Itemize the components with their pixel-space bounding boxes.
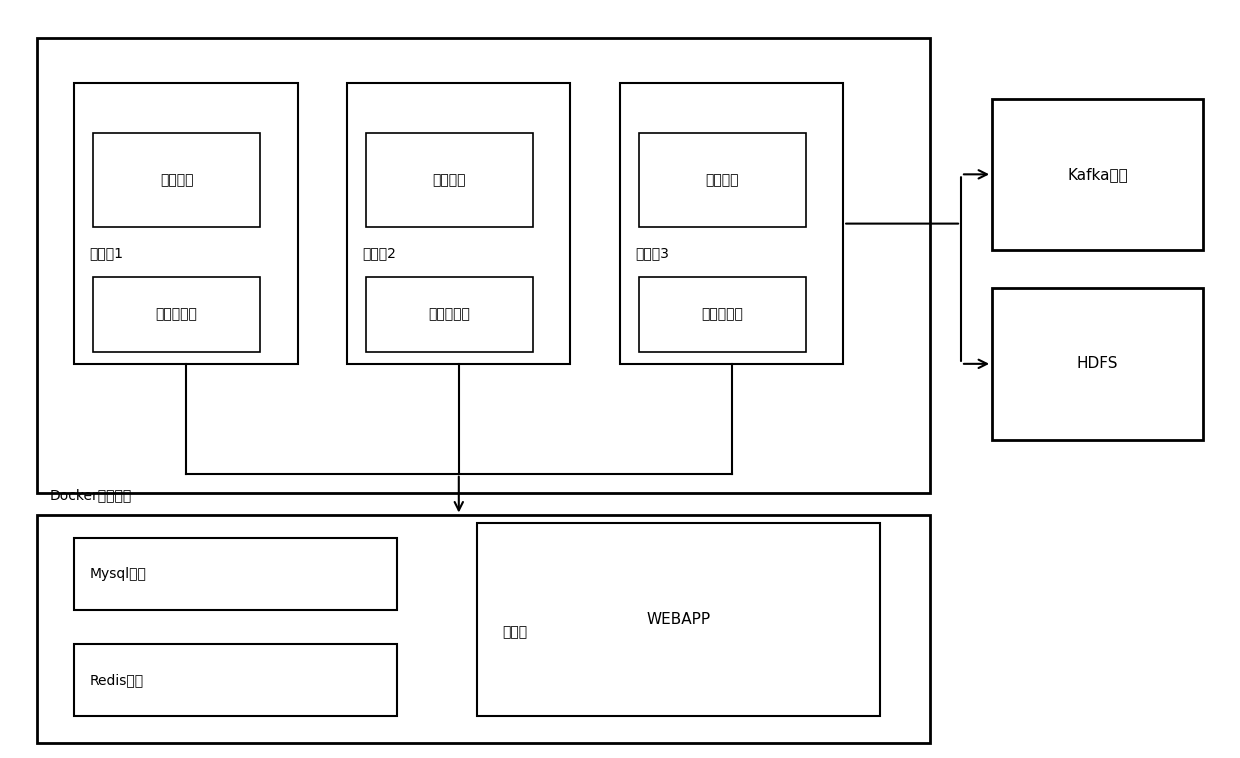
Text: 容错和补采: 容错和补采 — [702, 308, 743, 321]
Text: 客户端3: 客户端3 — [635, 246, 668, 260]
Text: 客户端2: 客户端2 — [362, 246, 396, 260]
Text: Kafka集群: Kafka集群 — [1068, 167, 1127, 182]
FancyBboxPatch shape — [347, 83, 570, 364]
Text: 监控程序: 监控程序 — [160, 173, 193, 187]
FancyBboxPatch shape — [74, 83, 298, 364]
Text: 服务端: 服务端 — [502, 625, 527, 639]
Text: 容错和补采: 容错和补采 — [429, 308, 470, 321]
FancyBboxPatch shape — [477, 523, 880, 716]
Text: Redis集群: Redis集群 — [89, 673, 144, 688]
FancyBboxPatch shape — [639, 133, 806, 227]
Text: 客户端1: 客户端1 — [89, 246, 123, 260]
FancyBboxPatch shape — [366, 277, 533, 352]
Text: HDFS: HDFS — [1076, 356, 1118, 371]
FancyBboxPatch shape — [93, 277, 260, 352]
Text: 容错和补采: 容错和补采 — [156, 308, 197, 321]
Text: Docker容器集群: Docker容器集群 — [50, 488, 131, 502]
FancyBboxPatch shape — [93, 133, 260, 227]
Text: Mysql集群: Mysql集群 — [89, 567, 146, 581]
FancyBboxPatch shape — [74, 644, 397, 716]
FancyBboxPatch shape — [992, 288, 1203, 440]
FancyBboxPatch shape — [366, 133, 533, 227]
FancyBboxPatch shape — [37, 515, 930, 743]
Text: 监控程序: 监控程序 — [706, 173, 739, 187]
FancyBboxPatch shape — [37, 38, 930, 493]
FancyBboxPatch shape — [74, 538, 397, 610]
Text: 监控程序: 监控程序 — [433, 173, 466, 187]
Text: WEBAPP: WEBAPP — [647, 612, 711, 627]
FancyBboxPatch shape — [992, 99, 1203, 250]
FancyBboxPatch shape — [639, 277, 806, 352]
FancyBboxPatch shape — [620, 83, 843, 364]
